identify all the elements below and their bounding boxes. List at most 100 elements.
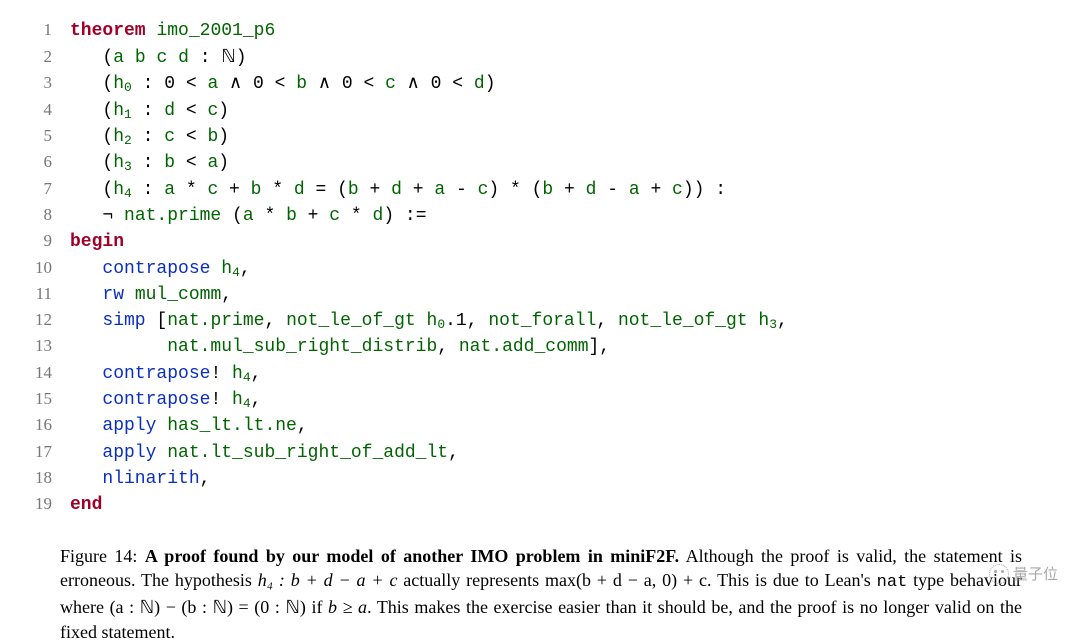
code-token: *: [254, 206, 286, 226]
code-token: d: [373, 206, 384, 226]
code-token: apply: [102, 416, 156, 436]
code-token: :: [132, 101, 164, 121]
code-token: [70, 311, 102, 331]
code-token: simp: [102, 311, 145, 331]
code-token: h: [113, 127, 124, 147]
code-token: [70, 390, 102, 410]
code-token: 2: [124, 133, 132, 148]
code-line: 8 ¬ nat.prime (a * b + c * d) :=: [18, 203, 1050, 229]
page: 1theorem imo_2001_p62 (a b c d : ℕ)3 (h0…: [0, 0, 1080, 640]
code-token: c: [672, 180, 683, 200]
code-token: [70, 285, 102, 305]
code-token: b: [296, 74, 307, 94]
code-line: 19end: [18, 492, 1050, 518]
code-line: 10 contrapose h4,: [18, 256, 1050, 282]
code-token: (: [70, 127, 113, 147]
code-token: contrapose: [102, 259, 210, 279]
code-token: a: [629, 180, 640, 200]
code-token: ,: [777, 311, 788, 331]
code-line: 11 rw mul_comm,: [18, 282, 1050, 308]
code-token: (: [70, 180, 113, 200]
caption-text-1c: . This is due to Lean's: [707, 570, 877, 590]
caption-nat: nat: [877, 573, 908, 592]
code-token: ): [218, 153, 229, 173]
code-token: contrapose: [102, 364, 210, 384]
code-token: mul_comm: [135, 285, 221, 305]
code-token: a: [164, 180, 175, 200]
code-token: <: [175, 101, 207, 121]
code-token: [70, 337, 167, 357]
code-content: (h0 : 0 < a ∧ 0 < b ∧ 0 < c ∧ 0 < d): [70, 72, 496, 97]
code-token: ∧ 0 <: [396, 74, 474, 94]
code-token: apply: [102, 443, 156, 463]
line-number: 8: [18, 203, 52, 227]
code-content: apply nat.lt_sub_right_of_add_lt,: [70, 441, 459, 466]
code-token: [167, 48, 178, 68]
code-token: c: [207, 180, 218, 200]
code-token: c: [207, 101, 218, 121]
code-token: = (: [305, 180, 348, 200]
code-token: +: [218, 180, 250, 200]
code-token: ) * (: [488, 180, 542, 200]
line-number: 4: [18, 98, 52, 122]
code-line: 17 apply nat.lt_sub_right_of_add_lt,: [18, 440, 1050, 466]
code-token: b: [348, 180, 359, 200]
code-token: h: [427, 311, 438, 331]
code-content: contrapose h4,: [70, 257, 251, 282]
code-token: :: [189, 48, 221, 68]
code-token: ,: [448, 443, 459, 463]
code-content: apply has_lt.lt.ne,: [70, 414, 308, 439]
code-content: contrapose! h4,: [70, 388, 261, 413]
code-token: !: [210, 364, 232, 384]
code-token: nat.lt_sub_right_of_add_lt: [167, 443, 448, 463]
code-token: ): [218, 101, 229, 121]
code-line: 2 (a b c d : ℕ): [18, 44, 1050, 71]
code-token: [146, 48, 157, 68]
code-token: theorem: [70, 21, 146, 41]
code-content: (a b c d : ℕ): [70, 44, 247, 71]
code-line: 9begin: [18, 229, 1050, 255]
code-token: ,: [251, 364, 262, 384]
code-token: [156, 443, 167, 463]
code-content: rw mul_comm,: [70, 283, 232, 308]
code-content: nlinarith,: [70, 467, 210, 492]
code-token: 3: [769, 317, 777, 332]
code-token: d: [474, 74, 485, 94]
line-number: 11: [18, 282, 52, 306]
code-token: c: [164, 127, 175, 147]
code-token: ,: [437, 337, 459, 357]
figure-label: Figure 14:: [60, 546, 137, 566]
code-line: 14 contrapose! h4,: [18, 361, 1050, 387]
line-number: 15: [18, 387, 52, 411]
code-token: 4: [232, 265, 240, 280]
code-token: [70, 469, 102, 489]
code-token: ∧ 0 <: [307, 74, 385, 94]
code-token: (: [70, 74, 113, 94]
code-token: has_lt.lt.ne: [167, 416, 297, 436]
code-token: c: [156, 48, 167, 68]
code-token: [156, 416, 167, 436]
line-number: 7: [18, 177, 52, 201]
code-token: nat.prime: [124, 206, 221, 226]
code-token: b: [135, 48, 146, 68]
code-token: <: [175, 153, 207, 173]
code-line: 18 nlinarith,: [18, 466, 1050, 492]
line-number: 3: [18, 71, 52, 95]
code-token: *: [340, 206, 372, 226]
code-token: ,: [264, 311, 286, 331]
code-token: rw: [102, 285, 124, 305]
line-number: 1: [18, 18, 52, 42]
code-line: 12 simp [nat.prime, not_le_of_gt h0.1, n…: [18, 308, 1050, 334]
code-content: nat.mul_sub_right_distrib, nat.add_comm]…: [70, 335, 610, 360]
code-token: ): [236, 48, 247, 68]
code-token: d: [391, 180, 402, 200]
code-token: ): [218, 127, 229, 147]
code-token: h: [232, 390, 243, 410]
code-token: h: [113, 153, 124, 173]
caption-title: A proof found by our model of another IM…: [145, 546, 679, 566]
code-token: not_forall: [488, 311, 596, 331]
code-token: b: [164, 153, 175, 173]
caption-h4: h₄ : b + d − a + c: [258, 570, 398, 590]
code-line: 1theorem imo_2001_p6: [18, 18, 1050, 44]
code-token: [210, 259, 221, 279]
